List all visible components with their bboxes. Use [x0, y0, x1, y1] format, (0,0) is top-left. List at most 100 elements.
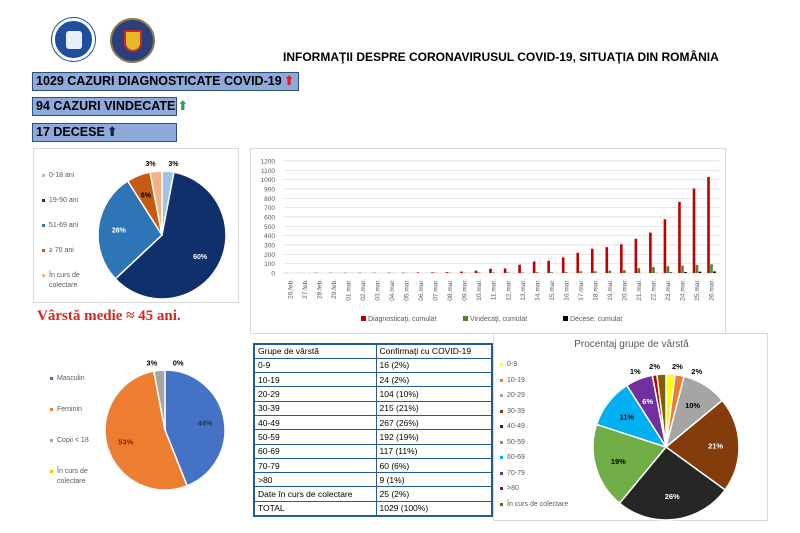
average-age-text: Vârstă medie ≈ 45 ani.	[37, 308, 181, 324]
x-tick-label: 06.mar.	[418, 279, 425, 301]
bar	[710, 264, 713, 273]
table-row: 50-59 192 (19%)	[253, 429, 493, 445]
age-group-pie-panel: 2% 2% 10% 21% 26% 19% 11% 6% 1% 2% Procentaj grup…	[493, 333, 768, 521]
y-tick-label: 1200	[261, 159, 276, 166]
x-tick-label: 25.mar.	[694, 279, 701, 301]
legend-label: În curs de colectare	[507, 500, 569, 508]
legend-swatch	[42, 224, 45, 227]
legend-label: 10-19	[507, 376, 525, 384]
legend-label: În curs de colectare	[57, 468, 88, 485]
bar	[550, 272, 553, 273]
table-cell: Date în curs de colectare	[253, 486, 377, 502]
x-tick-label: 21.mar.	[636, 279, 643, 301]
pie-data-label: 3%	[146, 161, 157, 168]
legend-label: 50-59	[507, 438, 525, 446]
bar	[707, 176, 710, 273]
pie-data-label: 6%	[642, 397, 653, 406]
x-tick-label: 28.feb.	[316, 279, 323, 299]
gender-pie-chart: 44% 53% 3% 0%	[104, 358, 226, 491]
legend-swatch	[42, 199, 45, 202]
table-cell: 24 (2%)	[375, 372, 493, 388]
bar	[564, 272, 568, 273]
legend-label: ≥ 70 ani	[49, 247, 74, 254]
y-tick-label: 600	[264, 215, 275, 222]
pie-data-label: 21%	[708, 441, 723, 450]
pie-data-label: 2%	[691, 367, 702, 376]
bar	[666, 266, 670, 273]
legend-item: 0-9	[500, 360, 568, 370]
pie-data-label: 0%	[173, 358, 184, 367]
y-tick-label: 200	[264, 252, 275, 259]
pie-data-label: 26%	[665, 492, 680, 501]
table-row: 40-49 267 (26%)	[253, 414, 493, 431]
bar	[474, 270, 478, 273]
chart-title: Procentaj grupe de vârstă	[574, 339, 689, 350]
pie-slice	[104, 370, 189, 491]
legend-label: În curs de colectare	[49, 272, 80, 289]
table-cell: 0-9	[253, 357, 377, 374]
bar	[579, 271, 583, 273]
bar	[684, 271, 687, 273]
table-cell: 1029 (100%)	[375, 500, 493, 517]
x-tick-label: 01.mar.	[345, 279, 352, 301]
table-row: 60-69 117 (11%)	[253, 443, 493, 459]
legend-label: Decese, cumulat	[570, 316, 622, 323]
table-cell: 60 (6%)	[375, 457, 493, 474]
legend-label: 20-29	[507, 392, 525, 399]
table-cell: 10-19	[253, 372, 377, 388]
age-group-pie-chart: 2% 2% 10% 21% 26% 19% 11% 6% 1% 2%	[592, 362, 740, 521]
legend-item: 40-49	[500, 422, 568, 432]
pie-slice	[97, 179, 163, 280]
table-cell: 16 (2%)	[375, 357, 493, 374]
legend-swatch	[50, 439, 53, 442]
x-tick-label: 23.mar.	[665, 279, 672, 301]
table-cell: 30-39	[253, 400, 377, 416]
bar	[521, 272, 524, 273]
bar	[652, 267, 655, 273]
legend-swatch	[500, 378, 503, 382]
table-cell: 192 (19%)	[375, 429, 493, 445]
cumulative-bar-panel: 0 100 200 300 400 500 600 700 800 900 1000 1100 1200…	[250, 148, 726, 334]
legend-label: 0-18 ani	[49, 172, 75, 179]
legend-swatch	[500, 394, 503, 397]
bar	[489, 268, 492, 273]
y-tick-label: 0	[271, 271, 275, 278]
table-cell: 50-59	[253, 429, 377, 445]
legend-item: 70-79	[500, 469, 568, 479]
y-tick-label: 900	[264, 187, 275, 194]
legend-label: 19-50 ani	[49, 197, 79, 204]
table-cell: 25 (2%)	[375, 486, 493, 502]
pie-data-label: 10%	[685, 401, 700, 410]
bar	[547, 260, 550, 273]
stat-label: 1029 CAZURI DIAGNOSTICATE COVID-19	[36, 74, 282, 88]
government-seal-logo	[52, 18, 95, 61]
bar	[669, 272, 673, 273]
age-pie-chart: 3% 60% 28% 6% 3%	[97, 161, 227, 300]
pie-data-label: 2%	[649, 362, 660, 371]
age-group-pie-legend: 0-9 10-19 20-29 30-39 40-49 50-59 60-69 70-79 >8…	[500, 360, 568, 515]
age-pie-panel: 3% 60% 28% 6% 3% 0-18 ani 19-50 ani 51-69 ani ≥…	[33, 148, 239, 303]
legend-item: 50-59	[500, 438, 568, 448]
bar	[416, 272, 420, 273]
legend-swatch	[563, 316, 568, 321]
bar	[561, 257, 565, 273]
bar	[576, 252, 580, 273]
arrow-up-icon: ⬆	[177, 99, 189, 114]
legend-swatch	[42, 249, 45, 252]
pie-data-label: 60%	[193, 254, 208, 261]
x-tick-label: 11.mar.	[491, 279, 498, 300]
legend-item: 19-50 ani	[42, 196, 87, 206]
legend-item: 51-69 ani	[42, 221, 87, 231]
bar	[663, 219, 667, 273]
table-header-row: Grupe de vârstă Confirmaţi cu COVID-19	[253, 343, 493, 359]
legend-item: 20-29	[500, 391, 568, 401]
bar	[445, 272, 449, 273]
pie-data-label: 6%	[141, 193, 152, 200]
legend-label: Feminin	[57, 406, 82, 413]
bar	[623, 270, 626, 273]
y-tick-label: 1100	[261, 168, 275, 175]
y-tick-label: 500	[264, 224, 275, 231]
page-title: INFORMAŢII DESPRE CORONAVIRUSUL COVID-19…	[283, 50, 719, 64]
legend-item: 10-19	[500, 376, 568, 386]
pie-data-label: 2%	[672, 362, 683, 371]
